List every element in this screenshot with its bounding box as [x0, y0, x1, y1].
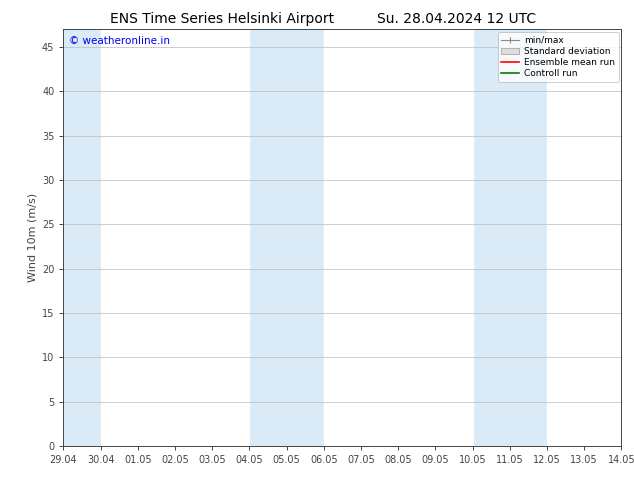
Y-axis label: Wind 10m (m/s): Wind 10m (m/s)	[28, 193, 37, 282]
Bar	[547, 29, 621, 446]
Text: ENS Time Series Helsinki Airport: ENS Time Series Helsinki Airport	[110, 12, 334, 26]
Legend: min/max, Standard deviation, Ensemble mean run, Controll run: min/max, Standard deviation, Ensemble me…	[498, 32, 619, 82]
Text: © weatheronline.in: © weatheronline.in	[69, 36, 170, 46]
Bar	[324, 29, 472, 446]
Bar	[101, 29, 249, 446]
Text: Su. 28.04.2024 12 UTC: Su. 28.04.2024 12 UTC	[377, 12, 536, 26]
